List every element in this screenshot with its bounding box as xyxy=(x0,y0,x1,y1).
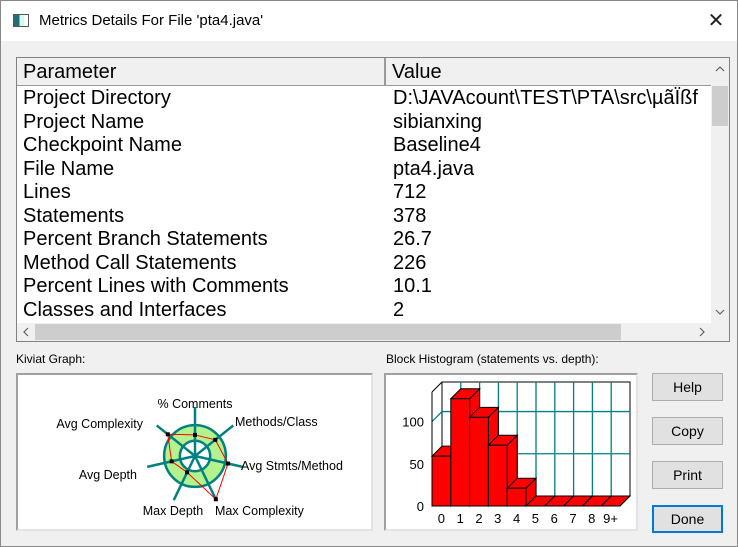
x-tick-label: 7 xyxy=(569,511,576,526)
x-tick-label: 1 xyxy=(457,511,464,526)
value-cell: D:\JAVAcount\TEST\PTA\src\µãÏßf xyxy=(393,87,698,109)
x-tick-label: 3 xyxy=(494,511,501,526)
kiviat-axis-label: Avg Stmts/Method xyxy=(241,459,343,473)
x-tick-label: 2 xyxy=(475,511,482,526)
value-cell: 10.1 xyxy=(393,275,432,297)
grid-line-side xyxy=(431,411,443,423)
bar xyxy=(469,416,489,507)
parameter-cell: Project Directory xyxy=(23,87,171,109)
kiviat-axis-label: Max Complexity xyxy=(215,504,305,518)
scroll-left-icon[interactable] xyxy=(17,323,35,341)
y-tick-label: 50 xyxy=(410,457,424,472)
kiviat-value-polygon xyxy=(167,433,229,501)
value-cell: 2 xyxy=(393,298,405,321)
close-icon[interactable]: ✕ xyxy=(707,10,725,32)
horizontal-scrollbar[interactable] xyxy=(17,323,729,341)
kiviat-point xyxy=(213,497,218,502)
table-row[interactable]: Classes and Interfaces 2 xyxy=(17,299,711,323)
kiviat-axis-label: Max Depth xyxy=(143,504,203,518)
block-histogram: 0 50 100 0 1 2 3 4 5 6 7 8 9+ xyxy=(384,373,638,531)
copy-button[interactable]: Copy xyxy=(652,417,723,445)
table-header: Parameter Value xyxy=(17,58,711,86)
parameter-cell: File Name xyxy=(23,157,115,180)
x-tick-label: 6 xyxy=(551,511,558,526)
bar-side xyxy=(619,495,631,507)
vertical-scroll-thumb[interactable] xyxy=(712,86,728,126)
parameter-cell: Checkpoint Name xyxy=(23,134,182,156)
table-row[interactable]: Project Directory D:\JAVAcount\TEST\PTA\s… xyxy=(17,87,711,111)
kiviat-point xyxy=(169,459,174,464)
print-button[interactable]: Print xyxy=(652,461,723,489)
value-cell: pta4.java xyxy=(393,157,475,180)
table-row[interactable]: Method Call Statements 226 xyxy=(17,252,711,276)
title-bar: Metrics Details For File 'pta4.java' ✕ xyxy=(1,1,737,41)
table-row[interactable]: Lines 712 xyxy=(17,181,711,205)
bar xyxy=(431,455,452,507)
x-tick-label: 5 xyxy=(532,511,539,526)
bar xyxy=(450,398,471,507)
parameter-cell: Percent Lines with Comments xyxy=(23,275,289,297)
value-cell: 26.7 xyxy=(393,228,432,250)
bar xyxy=(506,487,527,507)
value-cell: 712 xyxy=(393,181,427,203)
parameter-cell: Method Call Statements xyxy=(23,251,237,274)
kiviat-axis xyxy=(155,424,196,457)
kiviat-axis xyxy=(194,454,244,469)
value-cell: 378 xyxy=(393,204,427,227)
axis-corner xyxy=(431,381,443,393)
vertical-scrollbar[interactable] xyxy=(711,58,729,323)
parameter-cell: Project Name xyxy=(23,110,145,133)
scroll-down-icon[interactable] xyxy=(711,303,729,321)
kiviat-label: Kiviat Graph: xyxy=(16,352,86,366)
column-header-value[interactable]: Value xyxy=(392,61,442,83)
kiviat-axis-label: Avg Complexity xyxy=(56,417,143,431)
scroll-up-icon[interactable] xyxy=(711,60,729,78)
column-header-parameter[interactable]: Parameter xyxy=(17,58,386,86)
value-cell: Baseline4 xyxy=(393,134,481,156)
table-row[interactable]: Statements 378 xyxy=(17,205,711,229)
parameter-cell: Classes and Interfaces xyxy=(23,298,227,321)
kiviat-graph: % Comments Methods/Class Avg Stmts/Method M… xyxy=(16,373,373,531)
kiviat-axis-label: Avg Depth xyxy=(79,468,137,482)
y-tick-label: 100 xyxy=(402,415,424,430)
window-title: Metrics Details For File 'pta4.java' xyxy=(39,12,264,29)
kiviat-point xyxy=(213,437,218,442)
table-row[interactable]: Percent Lines with Comments 10.1 xyxy=(17,275,711,299)
parameter-cell: Percent Branch Statements xyxy=(23,228,268,250)
kiviat-axis xyxy=(172,455,197,501)
parameter-cell: Lines xyxy=(23,181,71,203)
x-tick-label: 9+ xyxy=(603,511,618,526)
bar xyxy=(487,444,508,507)
table-row[interactable]: Percent Branch Statements 26.7 xyxy=(17,228,711,252)
value-cell: 226 xyxy=(393,251,427,274)
kiviat-axis xyxy=(193,455,218,501)
done-button[interactable]: Done xyxy=(652,505,723,533)
y-tick-label: 0 xyxy=(417,499,424,514)
metrics-table: Parameter Value Project Directory D:\JAVA… xyxy=(16,57,730,342)
help-button[interactable]: Help xyxy=(652,373,723,401)
x-tick-label: 8 xyxy=(588,511,595,526)
app-icon xyxy=(13,14,29,27)
kiviat-point xyxy=(165,432,170,437)
x-tick-label: 0 xyxy=(438,511,445,526)
horizontal-scroll-thumb[interactable] xyxy=(35,324,621,340)
parameter-cell: Statements xyxy=(23,204,125,227)
value-cell: sibianxing xyxy=(393,110,482,133)
scroll-right-icon[interactable] xyxy=(693,323,711,341)
table-row[interactable]: File Name pta4.java xyxy=(17,158,711,182)
table-row[interactable]: Checkpoint Name Baseline4 xyxy=(17,134,711,158)
kiviat-axis-label: Methods/Class xyxy=(235,415,318,429)
x-tick-label: 4 xyxy=(513,511,520,526)
kiviat-axis-label: % Comments xyxy=(157,397,232,411)
kiviat-point xyxy=(185,470,190,475)
table-row[interactable]: Project Name sibianxing xyxy=(17,111,711,135)
histogram-label: Block Histogram (statements vs. depth): xyxy=(386,352,599,366)
kiviat-point xyxy=(193,432,197,437)
kiviat-point xyxy=(225,461,230,466)
